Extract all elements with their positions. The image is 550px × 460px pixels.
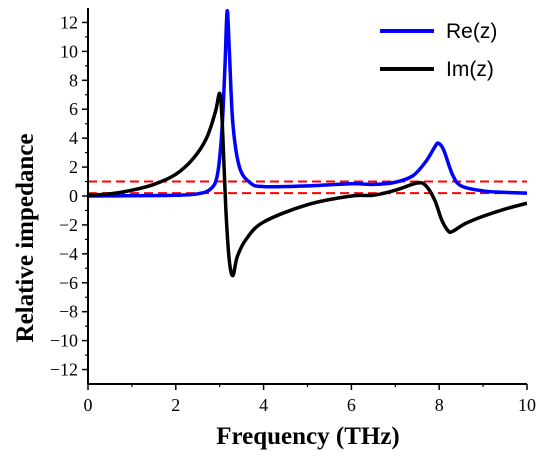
x-tick-label: 4 [259, 395, 268, 415]
x-tick-label: 2 [171, 395, 180, 415]
y-axis-title: Relative impedance [12, 134, 39, 343]
series-line-im-z [88, 91, 527, 278]
tick-labels-layer: 0 2 4 6 8 10 −12 −10 −8 −6 −4 −2 0 2 4 6 8 10 12 [50, 12, 536, 415]
y-tick-label: −4 [59, 244, 78, 264]
y-tick-label: −10 [50, 331, 78, 351]
x-tick-label: 10 [518, 395, 536, 415]
y-tick-label: 10 [60, 41, 78, 61]
y-tick-label: −2 [59, 215, 78, 235]
axes-layer [82, 8, 528, 390]
x-tick-label: 8 [435, 395, 444, 415]
y-tick-label: −12 [50, 360, 78, 380]
y-tick-label: 8 [69, 70, 78, 90]
legend: Re(z) Im(z) [380, 20, 497, 81]
y-tick-label: 4 [69, 128, 78, 148]
series-line-re-z [88, 9, 527, 198]
x-tick-label: 6 [347, 395, 356, 415]
x-axis-title: Frequency (THz) [216, 423, 400, 450]
y-tick-label: 2 [69, 157, 78, 177]
y-tick-label: −6 [59, 273, 78, 293]
y-tick-label: 0 [69, 186, 78, 206]
y-tick-label: 6 [69, 99, 78, 119]
y-tick-label: −8 [59, 302, 78, 322]
x-tick-label: 0 [84, 395, 93, 415]
series-layer [88, 9, 527, 278]
y-tick-label: 12 [60, 12, 78, 32]
legend-label-im-z: Im(z) [446, 58, 494, 81]
legend-label-re-z: Re(z) [446, 20, 497, 43]
